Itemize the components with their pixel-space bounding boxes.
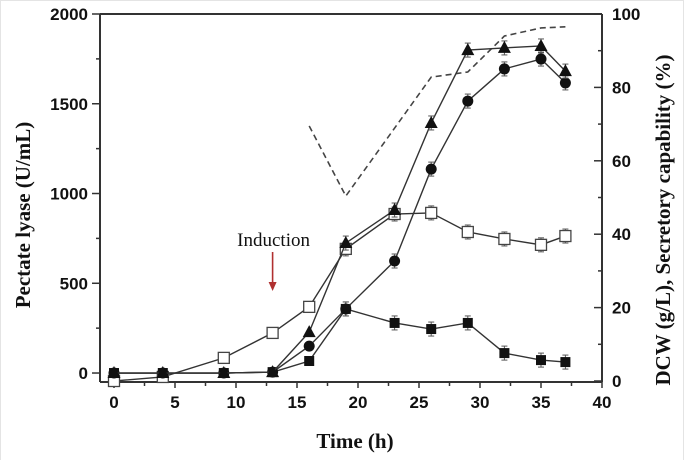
data-point-circle [340, 303, 352, 315]
data-point-triangle [302, 325, 316, 338]
x-tick-label: 30 [471, 393, 490, 412]
y-left-tick-label: 0 [79, 364, 88, 383]
series-line [113, 212, 566, 382]
y-right-tick-label: 20 [612, 299, 631, 318]
series-line [114, 58, 566, 374]
data-point-circle [462, 95, 474, 107]
y-axis-right: 0 20 40 60 80 100 [594, 5, 640, 391]
induction-arrow-head-icon [268, 282, 277, 291]
data-point-open-square [303, 300, 316, 314]
data-point-open-square [559, 229, 572, 243]
data-point-open-square [461, 225, 474, 239]
plot-frame [99, 13, 603, 383]
x-tick-label: 10 [227, 393, 246, 412]
y-axis-title-right: DCW (g/L), Secretory capability (%) [651, 54, 675, 385]
data-point-triangle [388, 203, 402, 216]
data-point-triangle [497, 40, 511, 53]
x-tick-label: 40 [593, 393, 612, 412]
y-right-tick-label: 80 [612, 78, 631, 97]
series-circle-filled [108, 51, 571, 379]
data-point-triangle [461, 43, 475, 56]
secretory-capability-line [308, 26, 566, 198]
data-point-square [536, 355, 546, 366]
annotation-layer: Induction [237, 230, 311, 291]
series-square-open [107, 205, 572, 388]
x-tick-label: 0 [109, 393, 118, 412]
x-tick-label: 5 [170, 393, 179, 412]
y-right-tick-label: 100 [612, 5, 640, 24]
data-point-square [560, 357, 571, 368]
series-none [308, 26, 566, 198]
x-tick-label: 35 [532, 393, 551, 412]
data-point-triangle [217, 366, 231, 379]
data-point-circle [498, 63, 510, 75]
series-layer [107, 26, 572, 388]
x-tick-label: 20 [349, 393, 368, 412]
y-left-tick-label: 2000 [50, 5, 88, 24]
x-tick-label: 25 [410, 393, 429, 412]
y-left-tick-label: 500 [60, 274, 88, 293]
y-axis-title-left: Pectate lyase (U/mL) [11, 122, 35, 309]
data-point-open-square [425, 206, 438, 220]
data-point-circle [535, 53, 547, 65]
data-point-triangle [107, 366, 121, 379]
data-point-open-square [534, 238, 548, 251]
y-left-tick-label: 1000 [50, 185, 88, 204]
series-triangle-filled [107, 38, 572, 379]
data-point-square [426, 324, 437, 335]
data-point-triangle [266, 365, 280, 378]
series-line [114, 308, 566, 374]
y-left-tick-label: 1500 [50, 95, 88, 114]
series-square-filled [109, 301, 571, 379]
x-tick-label: 15 [288, 393, 307, 412]
y-axis-left: 0 500 1000 1500 2000 [50, 5, 100, 383]
y-right-tick-label: 0 [612, 372, 621, 391]
data-point-triangle [558, 64, 572, 77]
induction-label: Induction [237, 230, 310, 251]
data-point-triangle [156, 366, 170, 379]
data-point-circle [559, 77, 571, 89]
data-point-triangle [339, 236, 353, 249]
data-point-circle [425, 163, 437, 175]
data-point-square [499, 348, 510, 359]
data-point-square [304, 355, 315, 366]
data-point-circle [303, 340, 315, 352]
series-line [114, 45, 566, 374]
x-axis: 0 5 10 15 20 25 30 35 40 [109, 382, 611, 412]
data-point-circle [389, 255, 401, 267]
y-right-tick-label: 60 [612, 152, 631, 171]
data-point-triangle [534, 38, 548, 51]
x-axis-title: Time (h) [316, 429, 393, 453]
data-point-square [462, 317, 473, 328]
data-point-open-square [266, 326, 279, 340]
data-point-open-square [498, 232, 511, 246]
data-point-open-square [217, 351, 230, 365]
data-point-triangle [424, 115, 438, 128]
data-point-square [389, 317, 400, 328]
y-right-tick-label: 40 [612, 225, 631, 244]
